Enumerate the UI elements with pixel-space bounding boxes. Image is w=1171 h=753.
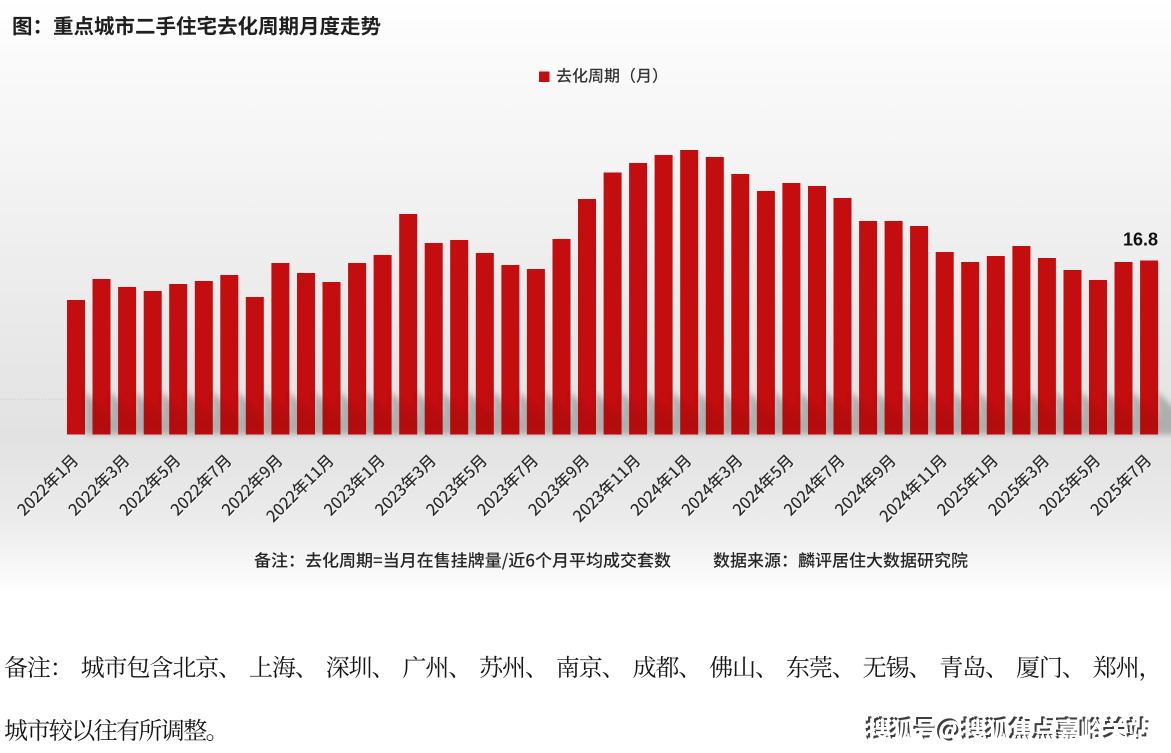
svg-text:16.8: 16.8 [1123,230,1158,250]
